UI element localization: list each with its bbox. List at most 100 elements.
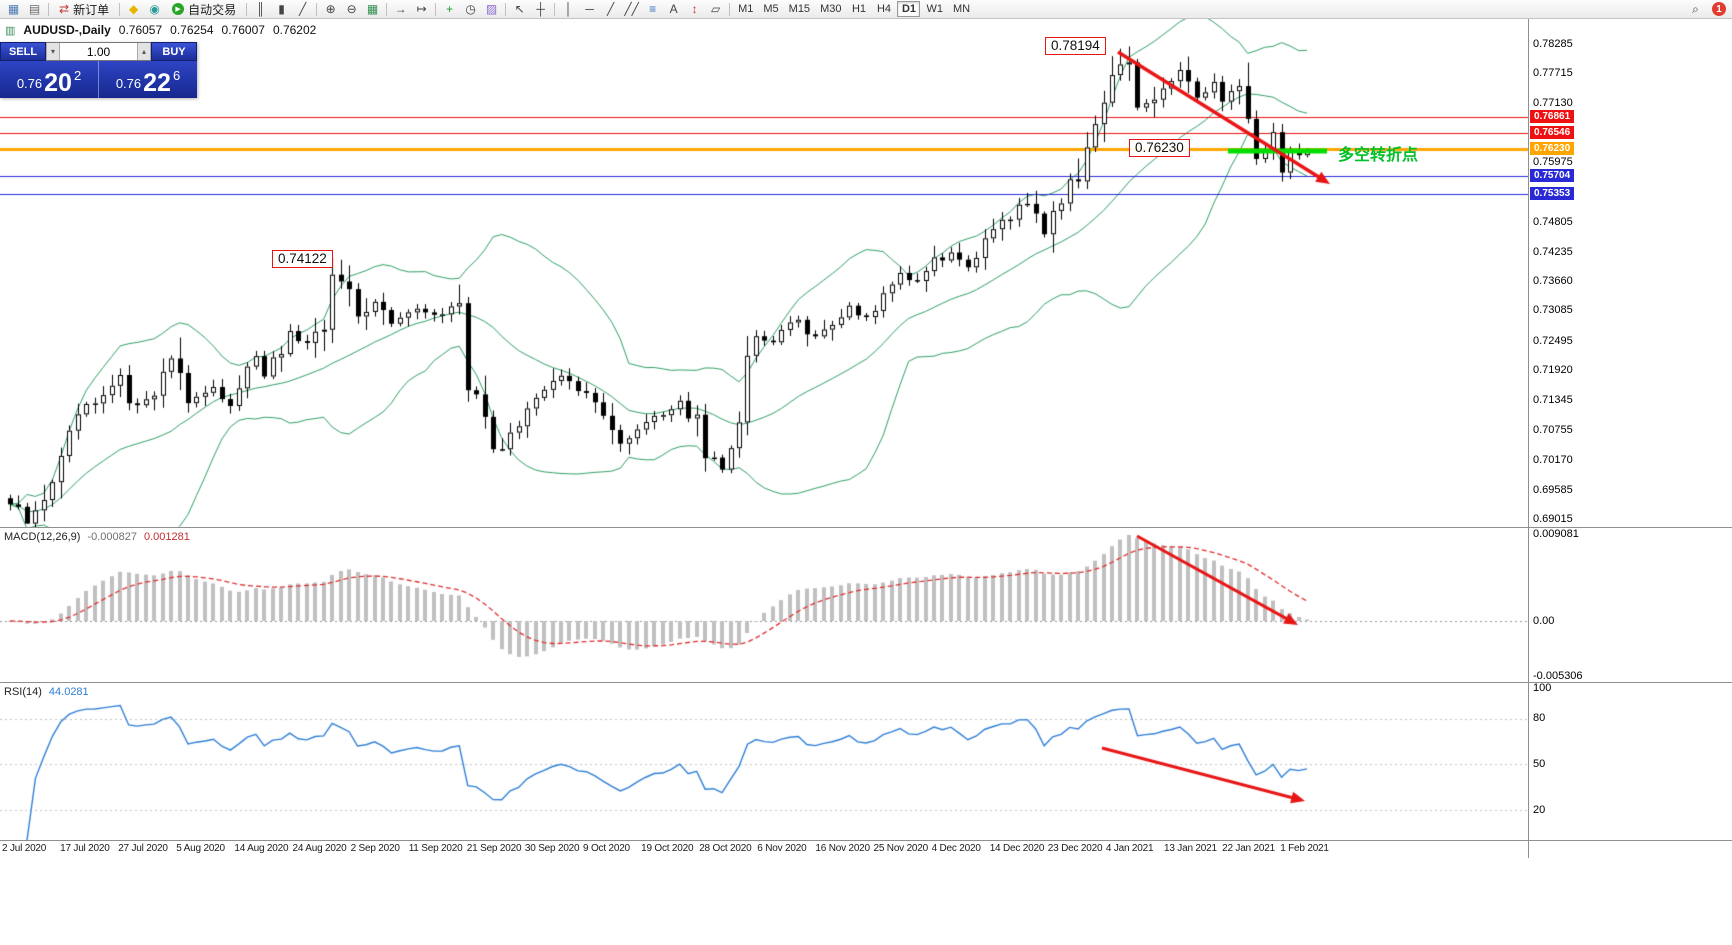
text-icon[interactable]: A (669, 2, 678, 16)
price-axis-label: 0.74235 (1533, 245, 1573, 258)
price-axis: 0.78285 0.77715 0.77130 0.75975 0.74805 0.742… (1529, 0, 1732, 945)
crosshair-icon[interactable]: ┼ (536, 2, 545, 16)
timeframe-m5[interactable]: M5 (763, 3, 779, 15)
timeframe-w1[interactable]: W1 (926, 3, 943, 15)
rsi-panel-canvas[interactable] (0, 683, 1528, 840)
sell-price-main: 0.76 (16, 76, 43, 91)
price-axis-label: 0.77715 (1533, 67, 1573, 80)
price-tag-0.76546: 0.76546 (1530, 126, 1575, 140)
vline-icon[interactable]: │ (564, 2, 573, 16)
toolbar-separator (729, 2, 731, 16)
new-order-button[interactable]: ⇄ 新订单 (52, 1, 116, 18)
panel-separator[interactable] (0, 527, 1732, 528)
fibonacci-icon[interactable]: ≡ (649, 2, 657, 16)
buy-price[interactable]: 0.76 22 6 (99, 61, 197, 98)
price-annotation[interactable]: 0.78194 (1045, 37, 1106, 55)
lot-size-value[interactable]: 1.00 (86, 44, 111, 59)
buy-price-sup: 6 (172, 68, 181, 83)
axis-border (1528, 19, 1529, 858)
lot-decrease-button[interactable]: ▾ (46, 43, 60, 60)
chart-icon: ▥ (5, 24, 16, 37)
timeframe-m15[interactable]: M15 (788, 3, 811, 15)
macd-axis-label: 0.009081 (1533, 528, 1579, 540)
lot-increase-button[interactable]: ▴ (137, 43, 151, 60)
date-label: 14 Aug 2020 (234, 843, 289, 854)
new-order-icon: ⇄ (59, 2, 70, 16)
price-annotation[interactable]: 0.74122 (272, 250, 333, 268)
date-label: 24 Aug 2020 (292, 843, 347, 854)
macd-value-signal: 0.001281 (143, 531, 190, 543)
zoom-out-icon[interactable]: ⊖ (346, 2, 357, 16)
chart-shift-icon[interactable]: ↦ (416, 2, 427, 16)
toolbar-right: ⌕ 1 (1685, 1, 1729, 17)
timeframe-mn[interactable]: MN (952, 3, 971, 15)
ohlc-low: 0.76007 (221, 23, 265, 37)
panel-separator[interactable] (0, 682, 1732, 683)
sell-price[interactable]: 0.76 20 2 (0, 61, 99, 98)
new-chart-icon[interactable]: ▦ (7, 2, 20, 16)
auto-scroll-icon[interactable]: → (394, 2, 407, 16)
rsi-axis-label: 20 (1533, 804, 1546, 816)
macd-value-main: -0.000827 (87, 531, 137, 543)
tile-windows-icon[interactable]: ▦ (366, 2, 379, 16)
date-label: 11 Sep 2020 (408, 843, 463, 854)
rsi-value: 44.0281 (48, 686, 89, 698)
toolbar-separator (119, 2, 121, 16)
date-label: 17 Jul 2020 (60, 843, 110, 854)
date-label: 5 Aug 2020 (176, 843, 225, 854)
community-icon[interactable]: ◉ (149, 2, 160, 16)
date-label: 21 Sep 2020 (466, 843, 522, 854)
date-label: 13 Jan 2021 (1164, 843, 1217, 854)
candles-icon[interactable]: ▮ (278, 2, 285, 16)
macd-axis-label: 0.00 (1533, 615, 1555, 627)
price-tag-0.76861: 0.76861 (1530, 109, 1575, 123)
templates-icon[interactable]: ▨ (485, 2, 498, 16)
auto-trading-button[interactable]: ▶ 自动交易 (165, 1, 243, 18)
timeframe-h4[interactable]: H4 (876, 3, 891, 15)
sell-button[interactable]: SELL (0, 42, 46, 61)
trendline-icon[interactable]: ╱ (606, 2, 615, 16)
toolbar-separator (246, 2, 248, 16)
ohlc-open: 0.76057 (118, 23, 163, 37)
zoom-in-icon[interactable]: ⊕ (325, 2, 336, 16)
timeframe-group: M1 M5 M15 M30 H1 H4 D1 W1 MN (733, 1, 975, 17)
metaeditor-icon[interactable]: ◆ (128, 2, 139, 16)
auto-trading-icon: ▶ (172, 3, 185, 15)
price-annotation[interactable]: 0.76230 (1129, 139, 1190, 157)
shapes-icon[interactable]: ▱ (710, 2, 721, 16)
price-chart-canvas[interactable] (0, 19, 1528, 528)
timeframe-m30[interactable]: M30 (820, 3, 842, 15)
date-label: 30 Sep 2020 (524, 843, 580, 854)
buy-button[interactable]: BUY (151, 42, 197, 61)
lot-size-field: ▾ 1.00 ▴ (46, 42, 151, 61)
toolbar-separator (316, 2, 318, 16)
cursor-icon[interactable]: ↖ (514, 2, 525, 16)
timeframe-d1[interactable]: D1 (897, 1, 921, 17)
line-chart-icon[interactable]: ╱ (298, 2, 307, 16)
macd-label: MACD(12,26,9) -0.000827 0.001281 (4, 531, 190, 543)
notification-badge[interactable]: 1 (1712, 2, 1726, 16)
arrows-icon[interactable]: ↕ (691, 2, 698, 16)
channel-icon[interactable]: ╱╱ (624, 2, 639, 16)
panel-separator (0, 840, 1732, 841)
price-tag-0.76230: 0.76230 (1530, 142, 1575, 156)
pivot-text-label[interactable]: 多空转折点 (1338, 147, 1419, 164)
date-label: 9 Oct 2020 (583, 843, 630, 854)
timeframe-h1[interactable]: H1 (851, 3, 866, 15)
timeframe-m1[interactable]: M1 (738, 3, 754, 15)
profiles-icon[interactable]: ▤ (28, 2, 41, 16)
periods-icon[interactable]: ◷ (465, 2, 476, 16)
one-click-trading-panel: SELL ▾ 1.00 ▴ BUY 0.76 20 2 0.76 22 6 (0, 42, 197, 98)
price-axis-label: 0.71920 (1533, 364, 1573, 377)
auto-trading-label: 自动交易 (188, 2, 237, 17)
bars-icon[interactable]: ║ (256, 2, 265, 16)
search-icon[interactable]: ⌕ (1692, 2, 1699, 16)
price-tag-0.75704: 0.75704 (1530, 169, 1575, 183)
indicators-icon[interactable]: + (446, 2, 454, 16)
date-label: 1 Feb 2021 (1280, 843, 1329, 854)
hline-icon[interactable]: ─ (585, 2, 594, 16)
toolbar-group-chart-tools: ║ ▮ ╱ ⊕ ⊖ ▦ → ↦ + ◷ ▨ ↖ ┼ │ ─ ╱ ╱╱ ≡ A ↕ ▱ (243, 1, 733, 17)
price-axis-label: 0.73085 (1533, 304, 1573, 317)
macd-panel-canvas[interactable] (0, 528, 1528, 683)
price-tag-0.75353: 0.75353 (1530, 187, 1575, 201)
